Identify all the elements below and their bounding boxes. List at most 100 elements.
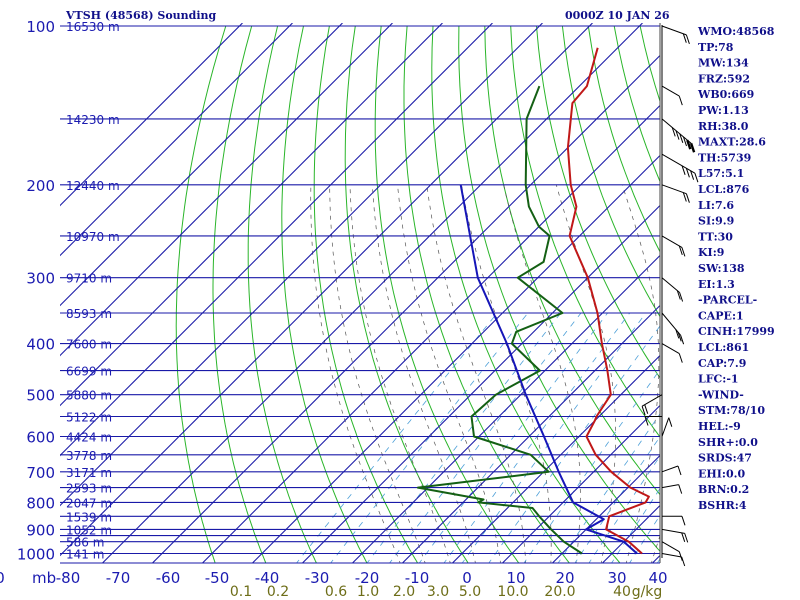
- moist-adiabat-line: [371, 184, 476, 563]
- index-value: STM:78/10: [698, 404, 765, 417]
- wind-barb-flag: [684, 533, 689, 543]
- wind-barb-shaft: [661, 417, 670, 437]
- wind-barb: [661, 277, 684, 302]
- height-label: 5122 m: [66, 411, 112, 425]
- temperature-tick-label: 10: [506, 569, 525, 587]
- isotherm-line: [60, 23, 493, 457]
- height-label: 141 m: [66, 548, 104, 562]
- mixing-ratio-label: 2.0: [393, 584, 415, 600]
- wind-barb: [661, 553, 686, 567]
- wind-barb-flag: [668, 417, 673, 427]
- sounding-profiles: [416, 47, 650, 555]
- wind-barb-shaft: [661, 312, 681, 336]
- pressure-tick-label: 400: [26, 336, 55, 354]
- wind-barb: [661, 528, 689, 543]
- wind-barb: [644, 416, 662, 426]
- wind-barb-flag: [675, 329, 680, 339]
- dry-adiabat-line: [175, 25, 227, 563]
- dry-adiabat-line: [536, 25, 660, 379]
- wind-barb-flag: [685, 168, 690, 178]
- wind-barb-shaft: [661, 528, 685, 534]
- isotherm-line: [252, 154, 660, 563]
- dry-adiabat-line: [281, 25, 368, 563]
- pressure-tick-label: 900: [26, 521, 55, 539]
- height-label: 10970 m: [66, 230, 120, 244]
- wind-barb: [661, 85, 683, 106]
- isotherm-line: [60, 23, 543, 507]
- wind-barb-flag: [678, 551, 683, 561]
- wind-barb-flag: [644, 416, 649, 426]
- moist-adiabat-line: [503, 184, 581, 563]
- mixing-ratio-label: 0.1: [230, 584, 252, 600]
- height-label: 5880 m: [66, 389, 112, 403]
- index-value: RH:38.0: [698, 120, 749, 133]
- height-label: 4424 m: [66, 431, 112, 445]
- mixing-ratio-unit-label: g/kg: [632, 584, 663, 600]
- wind-barb: [661, 417, 673, 437]
- wind-barb-flag: [641, 406, 646, 416]
- wind-barb-flag: [681, 556, 686, 567]
- dry-adiabat-line: [484, 25, 660, 496]
- wind-barb-flag: [644, 404, 649, 414]
- mixing-ratio-line: [418, 312, 608, 563]
- index-value: SW:138: [698, 262, 745, 275]
- wind-barb: [661, 484, 683, 494]
- mixing-ratio-label: 1.0: [357, 584, 379, 600]
- mixing-ratio-label: 20.0: [544, 584, 575, 600]
- index-value: EHI:0.0: [698, 467, 745, 480]
- moist-adiabat-line: [310, 184, 401, 563]
- stability-indices-panel: WMO:48568 TP:78 MW:134 FRZ:592 WB0:669 PW:1.1…: [697, 25, 775, 512]
- chart-title: VTSH (48568) Sounding: [65, 9, 217, 22]
- temperature-tick-label: 0: [0, 569, 5, 587]
- mixing-ratio-label: 5.0: [459, 584, 481, 600]
- wind-barb-flag: [690, 170, 695, 180]
- wind-barb-flag: [681, 247, 686, 257]
- moist-adiabat-line: [555, 184, 616, 563]
- temperature-tick-label: 40: [648, 569, 667, 587]
- wind-barb-shaft: [661, 465, 679, 473]
- index-value: L57:5.1: [698, 167, 744, 180]
- temperature-tick-label: 20: [555, 569, 574, 587]
- wind-barb-flag: [676, 290, 681, 300]
- mixing-ratio-label: 0.6: [325, 584, 347, 600]
- isotherm-line: [352, 254, 660, 563]
- isotherm-line: [502, 404, 660, 563]
- dry-adiabat-line: [458, 25, 660, 552]
- temperature-tick-label: -10: [405, 569, 430, 587]
- height-label: 9710 m: [66, 272, 112, 286]
- mixing-ratio-label: 0.2: [267, 584, 289, 600]
- temperature-tick-label: -30: [305, 569, 330, 587]
- mixing-ratio-label: 3.0: [427, 584, 449, 600]
- index-value: EI:1.3: [698, 278, 735, 291]
- wind-barb-flag: [677, 465, 682, 476]
- wind-barb: [662, 515, 686, 526]
- isotherm-line: [302, 204, 660, 563]
- mixing-ratio-label: 10.0: [497, 584, 528, 600]
- wind-barb-shaft: [661, 541, 680, 553]
- wind-barb: [661, 184, 690, 203]
- isotherm-line: [552, 454, 660, 563]
- index-value: CINH:17999: [698, 325, 775, 338]
- pressure-tick-label: 100: [26, 18, 55, 36]
- temperature-axis-labels: mb-80 -70 -60 -50 -40 -30 -20 -10 0 10 20 30 40 0: [0, 569, 668, 587]
- height-label: 12440 m: [66, 179, 120, 193]
- wind-barb-flag: [678, 484, 683, 494]
- height-label: 14230 m: [66, 113, 120, 127]
- wind-barb: [661, 118, 696, 153]
- index-value: WB0:669: [697, 88, 754, 101]
- wind-barb-shaft: [661, 484, 679, 489]
- wind-barb-flag: [681, 532, 686, 542]
- height-label: 7600 m: [66, 338, 112, 352]
- index-value: TT:30: [698, 230, 733, 243]
- mixing-ratio-line: [461, 312, 647, 563]
- wind-barb: [661, 235, 686, 257]
- index-value: KI:9: [698, 246, 724, 259]
- height-label: 6699 m: [66, 365, 112, 379]
- wind-barb-flag: [678, 95, 683, 106]
- index-value: -PARCEL-: [698, 294, 757, 307]
- index-value: FRZ:592: [698, 72, 750, 85]
- wind-barb: [661, 465, 682, 476]
- wind-barb-flag: [678, 353, 683, 363]
- wind-barb-flag: [671, 127, 676, 137]
